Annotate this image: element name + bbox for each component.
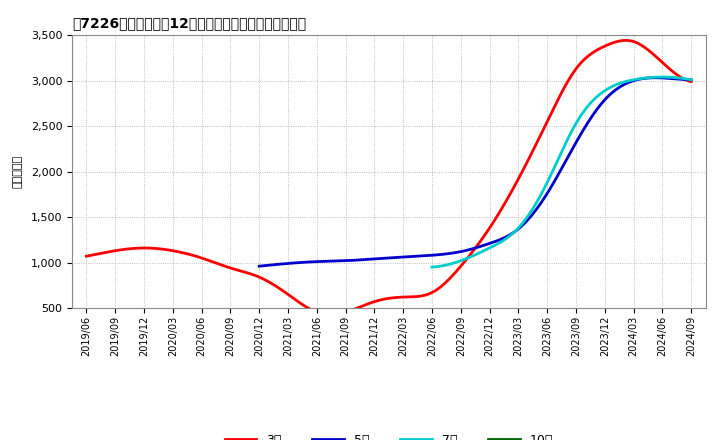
- Y-axis label: （百万円）: （百万円）: [12, 155, 22, 188]
- Text: ［7226］　経常利益12か月移動合計の標準偏差の推移: ［7226］ 経常利益12か月移動合計の標準偏差の推移: [72, 16, 306, 30]
- Legend: 3年, 5年, 7年, 10年: 3年, 5年, 7年, 10年: [220, 429, 558, 440]
